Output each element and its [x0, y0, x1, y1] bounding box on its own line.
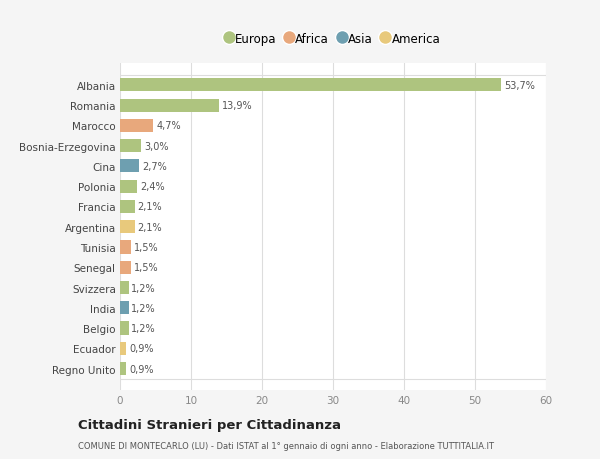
Bar: [120, 119, 154, 133]
Text: 13,9%: 13,9%: [221, 101, 252, 111]
Text: 1,2%: 1,2%: [131, 323, 156, 333]
Text: 2,4%: 2,4%: [140, 182, 164, 192]
Text: 1,2%: 1,2%: [131, 303, 156, 313]
Bar: [120, 362, 127, 375]
Text: 53,7%: 53,7%: [504, 81, 535, 90]
Text: 1,2%: 1,2%: [131, 283, 156, 293]
Bar: [120, 180, 137, 193]
Text: 1,5%: 1,5%: [133, 263, 158, 273]
Bar: [120, 241, 131, 254]
Bar: [120, 140, 142, 153]
Bar: [120, 221, 135, 234]
Bar: [120, 201, 135, 213]
Bar: [120, 99, 218, 112]
Text: 2,7%: 2,7%: [142, 162, 167, 172]
Bar: [120, 281, 128, 294]
Text: 1,5%: 1,5%: [133, 242, 158, 252]
Bar: [120, 302, 128, 315]
Text: 4,7%: 4,7%: [156, 121, 181, 131]
Bar: [120, 342, 127, 355]
Legend: Europa, Africa, Asia, America: Europa, Africa, Asia, America: [221, 28, 445, 50]
Bar: [120, 79, 501, 92]
Text: 0,9%: 0,9%: [129, 364, 154, 374]
Text: Cittadini Stranieri per Cittadinanza: Cittadini Stranieri per Cittadinanza: [78, 418, 341, 431]
Bar: [120, 261, 131, 274]
Bar: [120, 160, 139, 173]
Text: 2,1%: 2,1%: [138, 222, 163, 232]
Text: 3,0%: 3,0%: [144, 141, 169, 151]
Bar: [120, 322, 128, 335]
Text: COMUNE DI MONTECARLO (LU) - Dati ISTAT al 1° gennaio di ogni anno - Elaborazione: COMUNE DI MONTECARLO (LU) - Dati ISTAT a…: [78, 441, 494, 450]
Text: 2,1%: 2,1%: [138, 202, 163, 212]
Text: 0,9%: 0,9%: [129, 343, 154, 353]
